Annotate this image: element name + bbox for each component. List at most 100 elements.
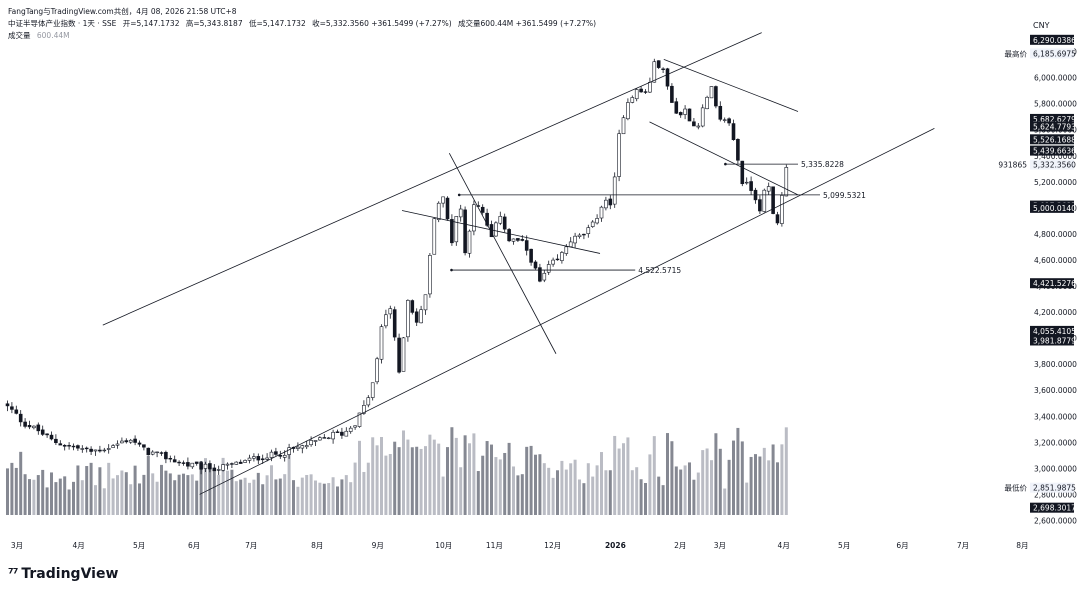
- tradingview-logo-text: TradingView: [21, 566, 119, 582]
- price-label-box: [1030, 121, 1074, 132]
- volume-bar: [718, 448, 722, 515]
- candle-body: [27, 425, 32, 428]
- candle-body: [573, 235, 577, 244]
- candle-body: [62, 444, 67, 447]
- candle-body: [648, 81, 652, 93]
- candle-body: [392, 309, 397, 338]
- candle-body: [137, 442, 142, 445]
- candle-body: [5, 403, 10, 407]
- volume-bar: [318, 482, 322, 515]
- volume-bar: [657, 476, 661, 515]
- volume-bar: [626, 437, 630, 515]
- volume-bar: [252, 479, 256, 515]
- candle-body: [498, 216, 503, 224]
- time-tick-label: 10月: [435, 541, 452, 550]
- volume-bar: [349, 482, 353, 515]
- price-label-box: [1030, 202, 1074, 213]
- volume-bar: [353, 462, 357, 515]
- candle-body: [370, 382, 375, 398]
- time-tick-label: 7月: [245, 541, 257, 550]
- volume-bar: [441, 476, 445, 515]
- candle-body: [784, 167, 789, 197]
- currency-label[interactable]: CNY: [1033, 21, 1050, 30]
- candle-body: [93, 449, 98, 452]
- volume-value: 600.44M: [36, 31, 70, 40]
- volume-bar: [780, 444, 784, 515]
- candle-body: [313, 440, 318, 442]
- volume-bar: [305, 474, 309, 515]
- volume-bar: [463, 435, 467, 515]
- volume-bar: [630, 470, 634, 515]
- candle-body: [406, 300, 410, 338]
- time-tick-label: 4月: [72, 541, 84, 550]
- candle-body: [326, 437, 331, 440]
- trendline: [448, 152, 557, 354]
- candle-body: [533, 261, 538, 269]
- candle-body: [564, 246, 569, 254]
- candle-body: [524, 240, 529, 251]
- candle-body: [98, 449, 102, 452]
- volume-bar: [98, 467, 102, 515]
- candle-body: [344, 430, 349, 437]
- candle-body: [428, 255, 432, 295]
- candle-body: [577, 234, 582, 237]
- candle-body: [45, 433, 49, 436]
- volume-bar: [94, 485, 97, 515]
- volume-bar: [481, 455, 485, 515]
- volume-bar: [217, 474, 221, 515]
- candle-body: [111, 445, 115, 448]
- symbol-name[interactable]: 中证半导体产业指数 · 1天 · SSE: [8, 19, 117, 28]
- volume-bar: [212, 470, 216, 515]
- candle-body: [604, 199, 608, 209]
- price-label-text: 5,624.7793: [1033, 122, 1076, 131]
- volume-bar: [591, 476, 595, 515]
- volume-bar: [111, 478, 115, 515]
- volume-bar: [41, 469, 45, 515]
- volume-bar: [322, 483, 326, 515]
- candle-body: [357, 412, 362, 427]
- candle-body: [454, 216, 459, 243]
- volume-bar: [32, 479, 36, 515]
- candle-body: [106, 448, 111, 450]
- candle-body: [410, 300, 415, 313]
- tradingview-logo[interactable]: ⁷⁷ TradingView: [8, 566, 118, 582]
- candle-body: [278, 455, 283, 457]
- volume-bar: [72, 481, 75, 515]
- volume-bar: [560, 460, 564, 515]
- time-tick-label: 6月: [896, 541, 908, 550]
- candle-body: [621, 117, 626, 135]
- price-label-box: [1030, 482, 1074, 493]
- candle-body: [516, 238, 520, 241]
- candle-body: [265, 457, 269, 460]
- volume-bar: [604, 470, 608, 515]
- candle-body: [375, 358, 379, 383]
- time-tick-label: 8月: [311, 541, 323, 550]
- candle-body: [331, 431, 335, 440]
- time-tick-label: 4月: [778, 541, 790, 550]
- volume-bar: [534, 454, 537, 515]
- tradingview-logo-icon: ⁷⁷: [8, 566, 18, 582]
- price-tick-label: 5,400.0000: [1034, 152, 1077, 161]
- volume-bar: [151, 473, 155, 515]
- volume-bar: [186, 475, 190, 515]
- price-label-box: [1030, 113, 1074, 124]
- volume-bar: [674, 466, 678, 515]
- candle-body: [300, 445, 305, 449]
- candle-body: [287, 447, 291, 455]
- candle-body: [102, 449, 107, 452]
- candle-body: [780, 195, 784, 224]
- candle-body: [247, 457, 252, 461]
- volume-bar: [503, 452, 507, 515]
- volume-label[interactable]: 成交量: [8, 31, 31, 40]
- candle-body: [164, 451, 168, 460]
- volume-bar: [714, 433, 718, 515]
- volume-bar: [50, 472, 53, 515]
- volume-bar: [701, 450, 705, 515]
- trendline: [649, 121, 799, 196]
- candle-body: [296, 446, 300, 449]
- volume-bar: [107, 462, 111, 515]
- candle-body: [731, 123, 736, 141]
- volume-bar: [639, 479, 643, 515]
- volume-bar: [168, 473, 172, 515]
